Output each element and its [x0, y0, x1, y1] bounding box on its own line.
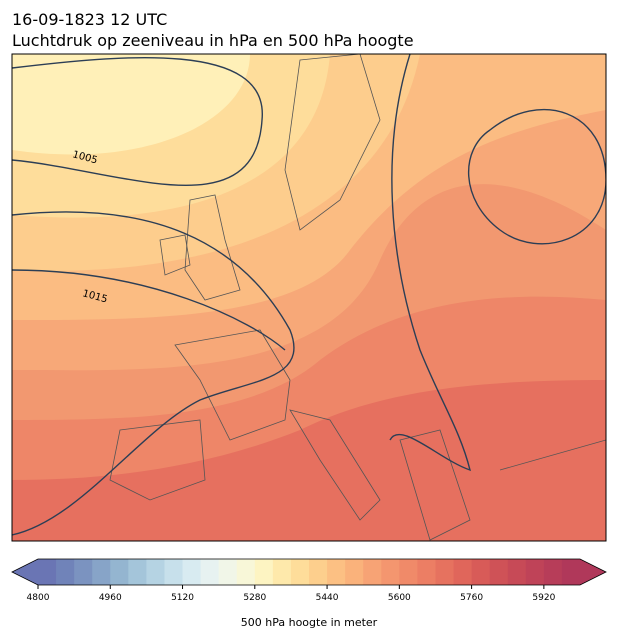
colorbar-segment — [489, 559, 509, 585]
colorbar-segment — [363, 559, 382, 585]
band — [12, 54, 250, 155]
colorbar-segment — [110, 559, 129, 585]
colorbar-segment — [399, 559, 418, 585]
colorbar-segment — [471, 559, 491, 585]
coastlines — [109, 54, 606, 541]
colorbar-segment — [236, 559, 256, 585]
colorbar-segment — [74, 559, 93, 585]
colorbar-segment — [507, 559, 527, 585]
colorbar-tick-label: 5440 — [316, 593, 339, 603]
colorbar-segment — [146, 559, 165, 585]
colorbar-tick-label: 5920 — [532, 593, 555, 603]
colorbar-extend-low — [12, 559, 38, 585]
colorbar-segment — [128, 559, 147, 585]
colorbar-segment — [92, 559, 111, 585]
colorbar-segment — [435, 559, 455, 585]
colorbar-label: 500 hPa hoogte in meter — [241, 616, 378, 629]
colorbar-segment — [561, 559, 581, 585]
colorbar-segment — [453, 559, 473, 585]
colorbar-tick-label: 4960 — [99, 593, 122, 603]
colorbar: 4800 4960 5120 5280 5440 5600 5760 5920 — [11, 558, 607, 603]
colorbar-segment — [309, 559, 328, 585]
colorbar-segment — [218, 559, 238, 585]
colorbar-segment — [38, 559, 57, 585]
colorbar-extend-high — [580, 559, 606, 585]
map: 1005 1015 — [12, 54, 606, 541]
colorbar-segment — [381, 559, 400, 585]
colorbar-tick-label: 5280 — [243, 593, 266, 603]
colorbar-segment — [272, 559, 292, 585]
colorbar-segment — [417, 559, 436, 585]
date-title: 16-09-1823 12 UTC — [12, 10, 167, 29]
colorbar-tick-label: 5760 — [460, 593, 483, 603]
map-frame — [11, 53, 607, 542]
colorbar-segment — [525, 559, 545, 585]
isobars — [12, 54, 606, 536]
colorbar-segment — [56, 559, 75, 585]
colorbar-tick-label: 5120 — [171, 593, 194, 603]
colorbar-segment — [164, 559, 184, 585]
colorbar-segment — [182, 559, 202, 585]
colorbar-tick-label: 5600 — [388, 593, 411, 603]
colorbar-segment — [543, 559, 563, 585]
colorbar-segment — [290, 559, 310, 585]
colorbar-segment — [327, 559, 346, 585]
colorbar-segment — [345, 559, 364, 585]
colorbar-tick-label: 4800 — [27, 593, 50, 603]
colorbar-segment — [254, 559, 274, 585]
colorbar-segment — [200, 559, 220, 585]
colorbar-outline — [11, 558, 607, 586]
map-title: Luchtdruk op zeeniveau in hPa en 500 hPa… — [12, 31, 414, 50]
